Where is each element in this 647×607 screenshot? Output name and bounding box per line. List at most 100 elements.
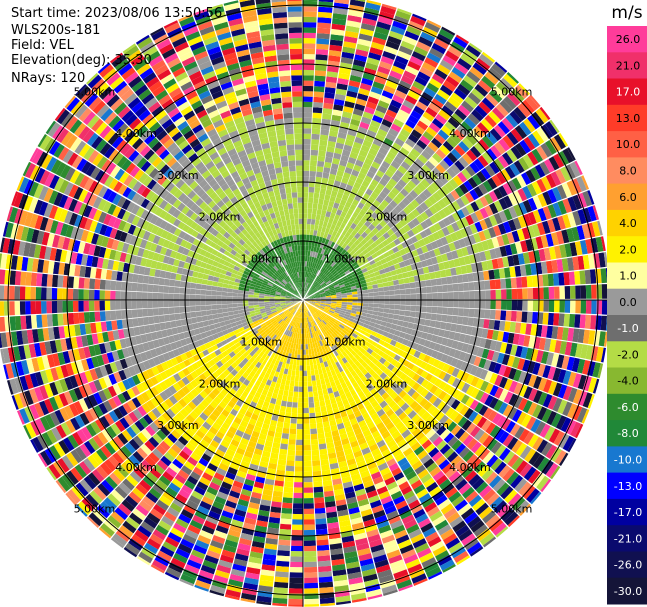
range-gate <box>316 171 323 178</box>
range-gate <box>457 125 469 137</box>
range-gate <box>501 417 512 431</box>
range-gate <box>500 278 507 289</box>
range-gate <box>309 295 315 298</box>
range-gate <box>24 374 34 390</box>
range-gate <box>307 213 312 219</box>
range-gate <box>443 418 453 429</box>
range-gate <box>498 464 511 478</box>
range-gate <box>368 368 376 376</box>
range-gate <box>304 317 307 323</box>
range-gate <box>326 71 338 78</box>
range-gate <box>369 443 379 452</box>
range-gate <box>408 456 420 466</box>
range-gate <box>310 321 314 327</box>
range-gate <box>506 131 519 146</box>
range-gate <box>384 195 393 204</box>
range-gate <box>188 438 199 448</box>
range-gate <box>380 160 391 169</box>
range-gate <box>143 414 154 425</box>
range-gate <box>328 173 336 181</box>
range-gate <box>350 285 357 290</box>
range-gate <box>441 105 454 117</box>
range-gate <box>576 225 585 240</box>
range-gate <box>354 103 366 112</box>
range-gate <box>364 200 373 209</box>
range-gate <box>374 110 385 119</box>
range-gate <box>262 423 270 430</box>
range-gate <box>168 395 178 405</box>
range-gate <box>446 315 453 323</box>
range-gate <box>79 479 93 494</box>
range-gate <box>448 348 457 358</box>
range-gate <box>279 367 285 374</box>
range-gate <box>355 488 366 497</box>
range-gate <box>473 524 488 537</box>
range-gate <box>502 221 512 233</box>
range-gate <box>399 218 408 227</box>
range-gate <box>190 471 202 481</box>
range-gate <box>510 344 518 356</box>
range-gate <box>168 462 181 474</box>
range-gate <box>467 177 478 189</box>
range-gate <box>542 312 549 325</box>
range-gate <box>443 346 452 356</box>
range-gate <box>479 532 495 546</box>
range-gate <box>545 233 554 247</box>
range-gate <box>426 185 436 195</box>
range-gate <box>330 224 336 231</box>
range-gate <box>165 567 182 579</box>
range-gate <box>287 369 292 376</box>
range-gate <box>421 332 428 340</box>
range-gate <box>443 261 450 270</box>
range-gate <box>472 477 485 490</box>
range-gate <box>553 134 566 150</box>
range-gate <box>328 376 335 383</box>
range-gate <box>276 464 286 471</box>
range-gate <box>572 373 582 388</box>
range-gate <box>413 255 421 263</box>
range-gate <box>558 132 569 147</box>
range-gate <box>523 372 532 386</box>
range-gate <box>50 367 59 381</box>
range-gate <box>154 383 164 394</box>
range-gate <box>342 443 352 451</box>
range-gate <box>481 151 493 164</box>
range-gate <box>347 352 354 359</box>
range-gate <box>275 565 289 573</box>
range-gate <box>336 170 344 177</box>
range-gate <box>494 141 506 155</box>
range-gate <box>319 280 324 285</box>
range-gate <box>271 310 278 314</box>
range-gate <box>453 258 461 267</box>
range-gate <box>473 186 484 198</box>
range-gate <box>297 322 300 328</box>
range-gate <box>281 305 287 309</box>
range-gate <box>344 313 351 318</box>
range-gate <box>198 425 209 435</box>
range-gate <box>398 235 406 243</box>
range-gate <box>517 334 525 346</box>
range-gate <box>516 277 523 288</box>
range-gate <box>467 92 481 105</box>
range-gate <box>405 288 411 295</box>
range-gate <box>288 306 293 311</box>
range-gate <box>342 375 349 382</box>
range-gate <box>461 100 474 113</box>
range-gate <box>448 178 459 190</box>
range-gate <box>418 493 432 504</box>
range-gate <box>424 391 434 401</box>
range-gate <box>113 407 124 420</box>
range-gate <box>574 160 583 175</box>
range-gate <box>460 265 468 275</box>
range-gate <box>411 129 422 140</box>
range-gate <box>488 361 497 373</box>
range-gate <box>303 22 317 28</box>
range-gate <box>388 178 398 187</box>
range-gate <box>200 564 216 575</box>
range-gate <box>319 597 335 604</box>
range-gate <box>531 181 542 195</box>
range-gate <box>307 305 311 310</box>
range-gate <box>112 452 125 465</box>
range-gate <box>255 355 262 362</box>
range-gate <box>356 43 370 52</box>
